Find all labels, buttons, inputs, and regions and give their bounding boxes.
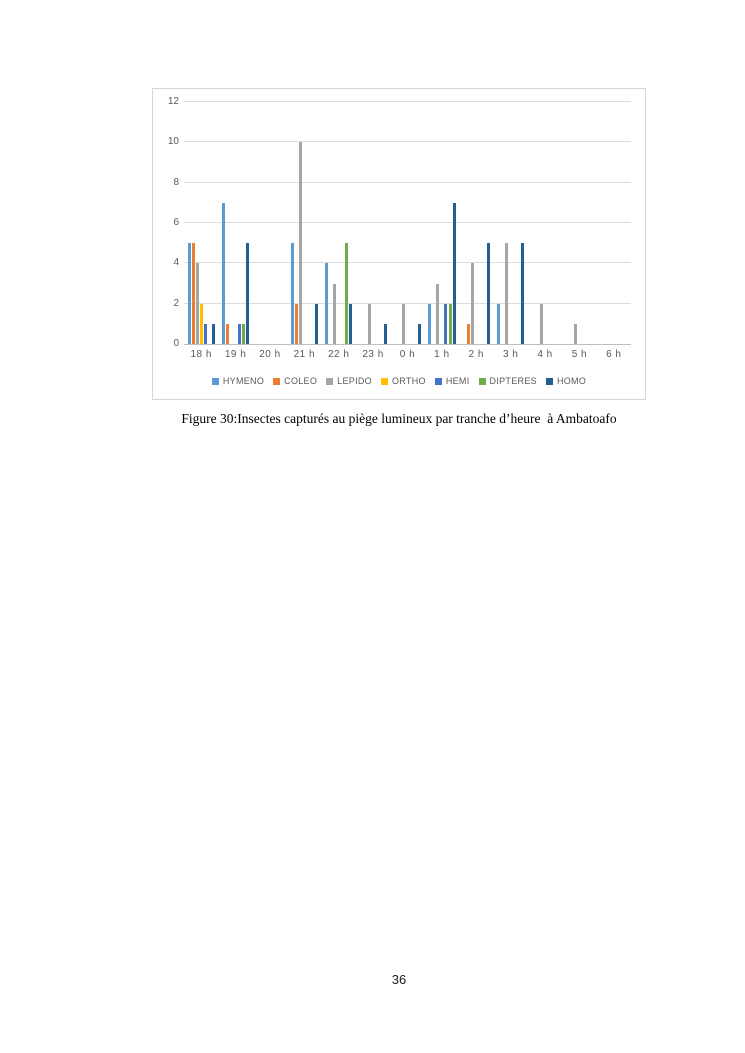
gridline-y-12 (184, 101, 631, 102)
legend-item-dipteres: DIPTERES (478, 376, 537, 386)
legend-swatch-ortho (380, 377, 388, 385)
legend-label: COLEO (284, 376, 318, 386)
x-axis: 18 h 19 h 20 h 21 h 22 h 23 h 0 h 1 h 2 h 3 h 4 h 5… (184, 349, 631, 363)
bar-hymeno-3h (497, 303, 501, 344)
bar-homo-23h (383, 323, 387, 344)
y-tick-label: 6 (173, 217, 179, 228)
bar-hemi-19h (238, 323, 242, 344)
bar-hemi-1h (444, 303, 448, 344)
bar-homo-2h (486, 243, 490, 344)
x-tick-label: 23 h (362, 349, 384, 360)
legend-swatch-homo (545, 377, 553, 385)
legend-item-hemi: HEMI (434, 376, 470, 386)
legend-label: HEMI (445, 376, 470, 386)
figure-30-chart: 0 2 4 6 8 10 12 18 h 19 h 20 h 21 h 22 h 23 h 0 h 1 h… (152, 88, 646, 400)
bar-hymeno-18h (187, 243, 191, 344)
bar-hymeno-22h (325, 263, 329, 344)
bar-coleo-21h (294, 303, 298, 344)
legend-item-homo: HOMO (545, 376, 587, 386)
bar-hemi-18h (203, 323, 207, 344)
legend-item-ortho: ORTHO (380, 376, 426, 386)
bar-homo-3h (521, 243, 525, 344)
x-tick-label: 21 h (293, 349, 316, 360)
figure-caption: Figure 30:Insectes capturés au piège lum… (181, 411, 617, 426)
x-tick-label: 19 h (224, 349, 247, 360)
legend-item-hymeno: HYMENO (211, 376, 265, 386)
bar-homo-18h (211, 323, 215, 344)
legend-label: ORTHO (391, 376, 426, 386)
bar-hymeno-1h (428, 303, 432, 344)
y-tick-label: 12 (167, 96, 179, 107)
legend-label: DIPTERES (489, 376, 537, 386)
x-tick-label: 0 h (399, 349, 416, 360)
x-tick-label: 5 h (571, 349, 588, 360)
bar-dipteres-1h (448, 303, 452, 344)
bar-dipteres-22h (345, 243, 349, 344)
legend-swatch-hemi (434, 377, 442, 385)
y-axis: 0 2 4 6 8 10 12 (153, 97, 179, 349)
bar-homo-21h (315, 303, 319, 344)
y-tick-label: 0 (173, 338, 179, 349)
legend-label: HYMENO (222, 376, 265, 386)
legend-swatch-coleo (273, 377, 281, 385)
bar-homo-19h (246, 243, 250, 344)
chart-plot-area (184, 101, 631, 345)
bar-hymeno-19h (221, 202, 225, 344)
bar-coleo-2h (466, 323, 470, 344)
bar-ortho-18h (199, 303, 203, 344)
bar-homo-22h (349, 303, 353, 344)
bar-coleo-19h (226, 323, 230, 344)
x-tick-label: 2 h (468, 349, 484, 360)
y-tick-label: 8 (173, 176, 179, 188)
chart-legend: HYMENO COLEO LEPIDO ORTHO HEMI DIPTERES HOMO (153, 376, 645, 386)
gridline-y-6 (184, 222, 631, 223)
bar-hymeno-21h (290, 243, 294, 344)
x-tick-label: 3 h (502, 349, 519, 360)
legend-swatch-dipteres (478, 377, 486, 385)
legend-item-lepido: LEPIDO (326, 376, 372, 386)
bar-lepido-4h (539, 303, 543, 344)
gridline-y-8 (184, 181, 631, 183)
gridline-y-10 (184, 141, 631, 143)
bar-lepido-22h (333, 283, 337, 344)
x-tick-label: 6 h (606, 349, 622, 360)
bar-lepido-3h (505, 243, 509, 344)
x-tick-label: 1 h (434, 349, 450, 360)
y-tick-label: 4 (173, 257, 179, 269)
bar-lepido-2h (470, 263, 474, 344)
bar-lepido-18h (195, 263, 199, 344)
bar-coleo-18h (191, 243, 195, 344)
y-tick-label: 2 (173, 297, 179, 309)
y-tick-label: 10 (167, 136, 179, 148)
legend-label: HOMO (556, 376, 587, 386)
x-tick-label: 18 h (190, 349, 212, 360)
legend-swatch-lepido (326, 377, 334, 385)
bar-lepido-5h (573, 323, 577, 344)
x-tick-label: 22 h (327, 349, 350, 360)
bar-lepido-0h (402, 303, 405, 344)
bar-lepido-21h (298, 142, 302, 344)
bar-dipteres-19h (242, 323, 246, 344)
legend-label: LEPIDO (337, 376, 372, 386)
x-tick-label: 20 h (259, 349, 281, 360)
bar-homo-1h (452, 202, 456, 344)
bar-lepido-23h (367, 303, 371, 344)
x-tick-label: 4 h (537, 349, 553, 360)
bar-lepido-1h (436, 283, 440, 344)
legend-swatch-hymeno (211, 377, 219, 385)
page-number: 36 (391, 972, 407, 987)
legend-item-coleo: COLEO (273, 376, 317, 386)
gridline-y-4 (184, 262, 631, 264)
gridline-y-2 (184, 302, 631, 304)
bar-homo-0h (418, 323, 422, 344)
